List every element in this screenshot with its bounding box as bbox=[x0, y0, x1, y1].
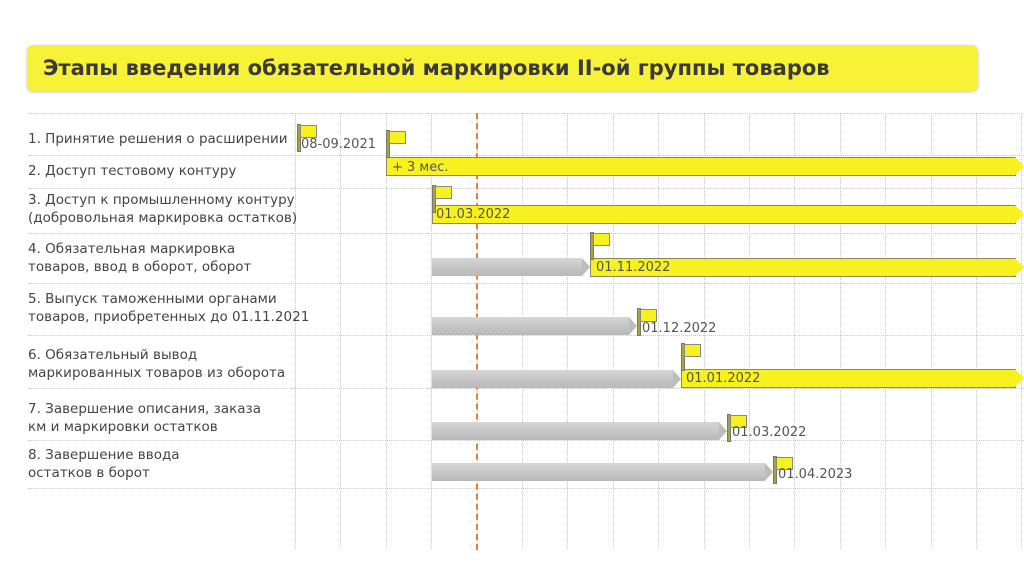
grid-vline bbox=[385, 113, 387, 548]
grid-vline bbox=[703, 113, 705, 548]
grid-hline bbox=[28, 188, 1024, 189]
row-label: 8. Завершение ввода остатков в борот bbox=[28, 447, 180, 481]
progress-bar bbox=[432, 422, 719, 440]
flag-icon bbox=[590, 232, 610, 260]
progress-bar bbox=[432, 317, 629, 335]
flag-icon bbox=[432, 185, 452, 213]
flag-icon bbox=[773, 456, 793, 484]
grid-vline bbox=[340, 113, 342, 548]
milestone-date: 01.04.2023 bbox=[778, 467, 853, 482]
progress-bar bbox=[432, 258, 582, 276]
grid-vline bbox=[885, 113, 887, 548]
stage-arrow bbox=[1015, 157, 1024, 175]
progress-arrow bbox=[582, 258, 590, 276]
grid-vline bbox=[839, 113, 841, 548]
progress-bar bbox=[432, 370, 673, 388]
row-label: 1. Принятие решения о расширении bbox=[28, 131, 288, 147]
progress-arrow bbox=[673, 370, 681, 388]
grid-hline bbox=[28, 335, 1024, 336]
progress-arrow bbox=[719, 422, 727, 440]
row-label: 7. Завершение описания, заказа км и марк… bbox=[28, 401, 261, 435]
flag-icon bbox=[637, 308, 657, 336]
flag-icon bbox=[681, 343, 701, 371]
milestone-date: + 3 мес. bbox=[392, 160, 449, 175]
grid-vline bbox=[976, 113, 977, 548]
grid-hline bbox=[28, 283, 1024, 284]
grid-hline bbox=[28, 155, 1024, 156]
row-label: 4. Обязательная маркировка товаров, ввод… bbox=[28, 241, 252, 275]
milestone-date: 01.11.2022 bbox=[596, 260, 671, 275]
milestone-date: 01.12.2022 bbox=[642, 321, 717, 336]
row-label: 2. Доступ тестовому контуру bbox=[28, 163, 237, 179]
flag-icon bbox=[727, 414, 747, 442]
stage-arrow bbox=[1015, 258, 1024, 276]
grid-hline bbox=[28, 440, 1024, 441]
row-label: 6. Обязательный вывод маркированных това… bbox=[28, 347, 286, 381]
grid-hline bbox=[28, 488, 1024, 489]
milestone-date: 08-09.2021 bbox=[301, 137, 376, 152]
row-label: 3. Доступ к промышленному контуру (добро… bbox=[28, 192, 298, 226]
milestone-date: 01.01.2022 bbox=[686, 371, 761, 386]
progress-arrow bbox=[765, 463, 773, 481]
grid-vline bbox=[658, 113, 660, 548]
stage-arrow bbox=[1015, 205, 1024, 223]
grid-vline bbox=[295, 113, 296, 548]
grid-hline bbox=[28, 113, 1024, 114]
page-title: Этапы введения обязательной маркировки I… bbox=[43, 56, 830, 80]
progress-bar bbox=[432, 463, 765, 481]
grid-hline bbox=[28, 233, 1024, 234]
milestone-date: 01.03.2022 bbox=[436, 207, 511, 222]
flag-icon bbox=[297, 124, 317, 152]
grid-vline bbox=[431, 113, 433, 548]
grid-hline bbox=[28, 388, 1024, 389]
grid-vline bbox=[1021, 113, 1023, 548]
stage-bar bbox=[386, 157, 1016, 176]
stage-arrow bbox=[1015, 369, 1024, 387]
milestone-date: 01.03.2022 bbox=[732, 425, 807, 440]
stage-bar bbox=[432, 205, 1016, 224]
grid-vline bbox=[930, 113, 932, 548]
title-banner: Этапы введения обязательной маркировки I… bbox=[27, 45, 978, 91]
row-label: 5. Выпуск таможенными органами товаров, … bbox=[28, 291, 310, 325]
flag-icon bbox=[386, 130, 406, 158]
grid-vline bbox=[749, 113, 750, 548]
grid-vline bbox=[794, 113, 796, 548]
progress-arrow bbox=[629, 317, 637, 335]
